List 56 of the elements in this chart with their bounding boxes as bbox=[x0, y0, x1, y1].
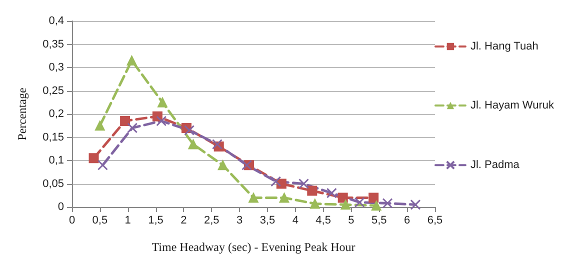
point bbox=[188, 139, 198, 150]
x-tick-label: 6,5 bbox=[427, 214, 443, 226]
point bbox=[248, 192, 258, 203]
point bbox=[368, 192, 379, 203]
y-tick-label: 0,4 bbox=[48, 15, 64, 27]
x-tick-label: 5,5 bbox=[372, 214, 387, 226]
x-tick-label: 6 bbox=[404, 214, 410, 226]
y-axis-title: Percentage bbox=[15, 88, 29, 140]
point bbox=[410, 199, 421, 210]
point bbox=[279, 192, 290, 203]
x-tick-label: 0 bbox=[68, 214, 76, 226]
y-tick-label: 0 bbox=[58, 201, 64, 213]
point bbox=[307, 186, 318, 196]
legend-label: Jl. Hayam Wuruk bbox=[470, 100, 554, 112]
point bbox=[88, 153, 99, 164]
x-tick-label: 4,5 bbox=[316, 214, 331, 226]
y-tick-label: 0,25 bbox=[42, 84, 64, 97]
point bbox=[94, 120, 105, 131]
point bbox=[270, 176, 282, 187]
point bbox=[382, 198, 393, 209]
point bbox=[338, 192, 348, 203]
point bbox=[298, 178, 310, 189]
point bbox=[310, 198, 320, 209]
legend-label: Jl. Padma bbox=[470, 159, 520, 172]
y-tick-label: 0,15 bbox=[42, 131, 64, 144]
y-tick-label: 0,2 bbox=[48, 108, 64, 120]
legend-label: Jl. Hang Tuah bbox=[470, 40, 538, 52]
x-tick-label: 2,5 bbox=[204, 214, 220, 226]
x-tick-label: 2 bbox=[180, 214, 187, 226]
x-axis-title: Time Headway (sec) - Evening Peak Hour bbox=[152, 240, 356, 254]
x-tick-label: 5 bbox=[348, 214, 354, 226]
point bbox=[97, 160, 108, 170]
point bbox=[184, 125, 195, 136]
point bbox=[276, 178, 286, 189]
x-tick-label: 0,5 bbox=[92, 214, 108, 226]
x-tick-label: 4 bbox=[292, 214, 298, 226]
point bbox=[157, 97, 168, 108]
x-tick-label: 3 bbox=[236, 214, 243, 226]
y-tick-label: 0,1 bbox=[48, 154, 64, 166]
point bbox=[340, 200, 351, 210]
point bbox=[218, 160, 228, 170]
x-tick-label: 3,5 bbox=[260, 214, 276, 226]
x-tick-label: 1 bbox=[124, 214, 131, 226]
y-tick-label: 0,35 bbox=[42, 38, 64, 50]
y-tick-label: 0,3 bbox=[48, 62, 64, 74]
point bbox=[156, 116, 167, 126]
point bbox=[354, 197, 365, 208]
point bbox=[371, 200, 382, 211]
point bbox=[212, 138, 222, 150]
point bbox=[127, 122, 138, 134]
point bbox=[242, 160, 252, 170]
y-tick-label: 0,05 bbox=[42, 178, 64, 190]
point bbox=[126, 56, 137, 66]
point bbox=[326, 188, 337, 198]
x-tick-label: 1,5 bbox=[148, 214, 164, 226]
point bbox=[120, 116, 130, 126]
